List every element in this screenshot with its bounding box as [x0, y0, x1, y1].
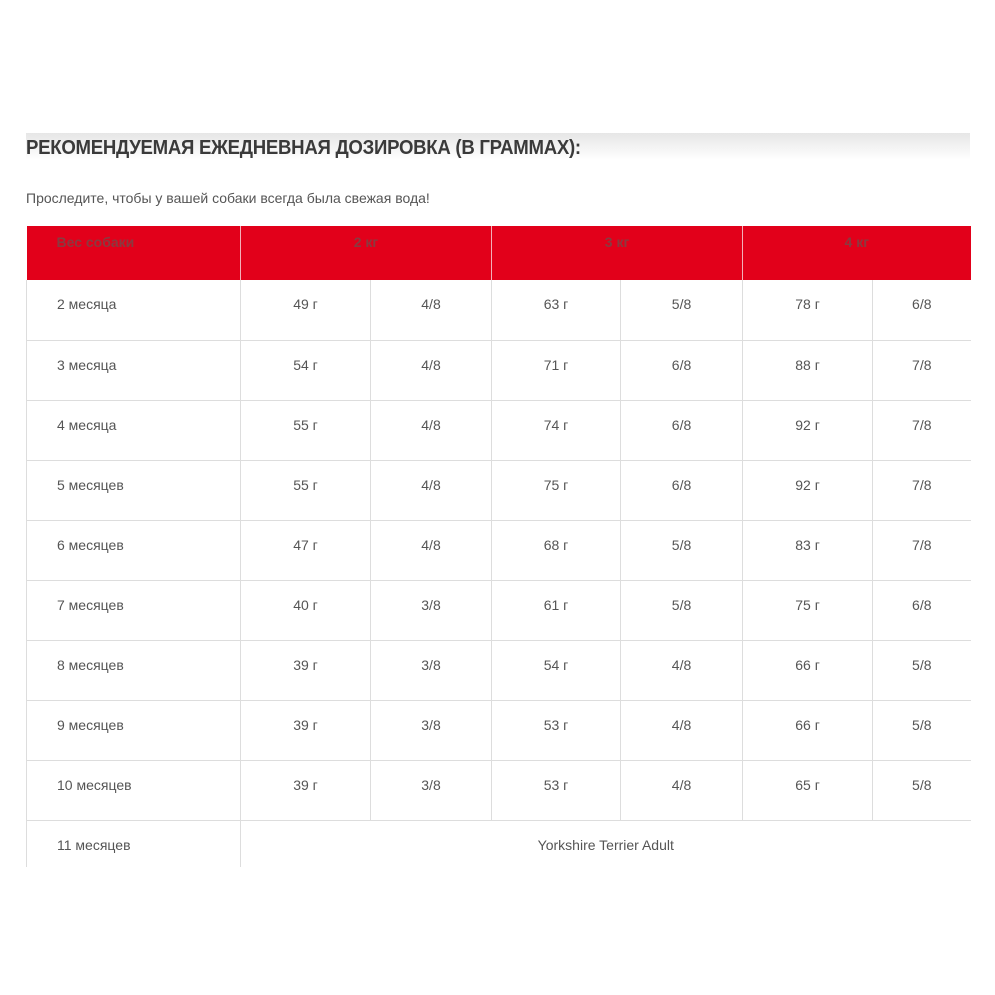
grams-cell: 54 г — [491, 640, 621, 701]
grams-cell: 39 г — [240, 760, 371, 821]
table-row: 4 месяца 55 г 4/8 74 г 6/8 92 г 7/8 — [26, 400, 971, 461]
cups-cell: 6/8 — [620, 340, 743, 401]
grams-cell: 63 г — [491, 280, 621, 341]
grams-cell: 65 г — [742, 760, 873, 821]
grams-cell: 40 г — [240, 580, 371, 641]
table-row: 5 месяцев 55 г 4/8 75 г 6/8 92 г 7/8 — [26, 460, 971, 521]
grams-cell: 92 г — [742, 460, 873, 521]
grams-cell: 78 г — [742, 280, 873, 341]
table-row: 6 месяцев 47 г 4/8 68 г 5/8 83 г 7/8 — [26, 520, 971, 581]
cups-cell: 5/8 — [872, 700, 971, 761]
age-cell: 3 месяца — [26, 340, 241, 401]
grams-cell: 53 г — [491, 760, 621, 821]
cups-cell: 4/8 — [620, 640, 743, 701]
grams-cell: 55 г — [240, 460, 371, 521]
table-row: 3 месяца 54 г 4/8 71 г 6/8 88 г 7/8 — [26, 340, 971, 401]
grams-cell: 92 г — [742, 400, 873, 461]
dosage-table: Вес собаки 2 кг 3 кг 4 кг 2 месяца 49 г 4/… — [26, 226, 971, 867]
age-cell: 4 месяца — [26, 400, 241, 461]
cups-cell: 5/8 — [620, 280, 743, 341]
cups-cell: 6/8 — [872, 280, 971, 341]
cups-cell: 4/8 — [369, 280, 492, 341]
header-3kg: 3 кг — [491, 226, 743, 280]
grams-cell: 75 г — [742, 580, 873, 641]
cups-cell: 5/8 — [620, 580, 743, 641]
age-cell: 11 месяцев — [26, 820, 241, 867]
cups-cell: 7/8 — [872, 460, 971, 521]
header-4kg: 4 кг — [742, 226, 971, 280]
age-cell: 5 месяцев — [26, 460, 241, 521]
age-cell: 6 месяцев — [26, 520, 241, 581]
grams-cell: 88 г — [742, 340, 873, 401]
grams-cell: 39 г — [240, 700, 371, 761]
cups-cell: 3/8 — [369, 640, 492, 701]
cups-cell: 7/8 — [872, 340, 971, 401]
age-cell: 8 месяцев — [26, 640, 241, 701]
cups-cell: 3/8 — [369, 700, 492, 761]
title-bar — [26, 133, 970, 163]
grams-cell: 68 г — [491, 520, 621, 581]
table-row: 9 месяцев 39 г 3/8 53 г 4/8 66 г 5/8 — [26, 700, 971, 761]
age-cell: 7 месяцев — [26, 580, 241, 641]
table-header-row: Вес собаки 2 кг 3 кг 4 кг — [26, 226, 971, 280]
age-cell: 9 месяцев — [26, 700, 241, 761]
header-2kg: 2 кг — [239, 226, 492, 280]
grams-cell: 83 г — [742, 520, 873, 581]
cups-cell: 3/8 — [369, 760, 492, 821]
adult-food-cell: Yorkshire Terrier Adult — [239, 820, 971, 867]
cups-cell: 3/8 — [369, 580, 492, 641]
table-row: 11 месяцев Yorkshire Terrier Adult — [26, 820, 971, 867]
grams-cell: 61 г — [491, 580, 621, 641]
grams-cell: 66 г — [742, 640, 873, 701]
cups-cell: 4/8 — [369, 400, 492, 461]
cups-cell: 5/8 — [620, 520, 743, 581]
cups-cell: 6/8 — [620, 460, 743, 521]
cups-cell: 6/8 — [872, 580, 971, 641]
table-row: 8 месяцев 39 г 3/8 54 г 4/8 66 г 5/8 — [26, 640, 971, 701]
table-row: 7 месяцев 40 г 3/8 61 г 5/8 75 г 6/8 — [26, 580, 971, 641]
page-title: РЕКОМЕНДУЕМАЯ ЕЖЕДНЕВНАЯ ДОЗИРОВКА (В ГР… — [26, 137, 581, 159]
cups-cell: 4/8 — [369, 520, 492, 581]
grams-cell: 55 г — [240, 400, 371, 461]
cups-cell: 7/8 — [872, 520, 971, 581]
grams-cell: 71 г — [491, 340, 621, 401]
cups-cell: 4/8 — [369, 340, 492, 401]
grams-cell: 74 г — [491, 400, 621, 461]
grams-cell: 47 г — [240, 520, 371, 581]
cups-cell: 4/8 — [369, 460, 492, 521]
cups-cell: 4/8 — [620, 700, 743, 761]
grams-cell: 75 г — [491, 460, 621, 521]
cups-cell: 7/8 — [872, 400, 971, 461]
table-row: 2 месяца 49 г 4/8 63 г 5/8 78 г 6/8 — [26, 280, 971, 341]
cups-cell: 4/8 — [620, 760, 743, 821]
age-cell: 2 месяца — [26, 280, 241, 341]
grams-cell: 39 г — [240, 640, 371, 701]
grams-cell: 54 г — [240, 340, 371, 401]
grams-cell: 66 г — [742, 700, 873, 761]
cups-cell: 5/8 — [872, 760, 971, 821]
water-note: Проследите, чтобы у вашей собаки всегда … — [26, 190, 430, 206]
age-cell: 10 месяцев — [26, 760, 241, 821]
grams-cell: 49 г — [240, 280, 371, 341]
header-weight: Вес собаки — [26, 226, 241, 280]
table-row: 10 месяцев 39 г 3/8 53 г 4/8 65 г 5/8 — [26, 760, 971, 821]
cups-cell: 6/8 — [620, 400, 743, 461]
cups-cell: 5/8 — [872, 640, 971, 701]
grams-cell: 53 г — [491, 700, 621, 761]
